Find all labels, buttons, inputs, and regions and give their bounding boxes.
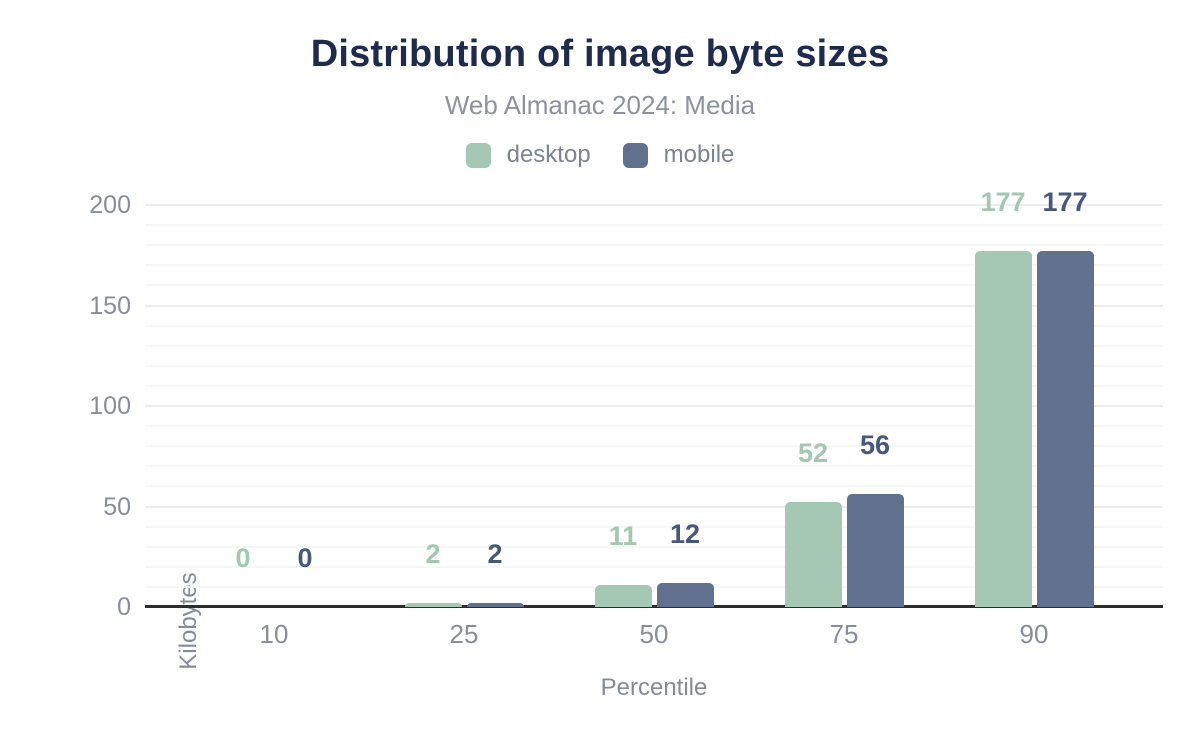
legend-label-mobile: mobile <box>663 141 735 168</box>
mobile-swatch-icon <box>622 142 648 168</box>
gridline-major <box>145 505 1163 508</box>
x-tick-label-50: 50 <box>639 619 669 649</box>
gridline-minor <box>145 224 1163 227</box>
y-tick-label: 150 <box>89 291 131 320</box>
x-axis-line <box>145 605 1163 608</box>
gridline-minor <box>145 324 1163 327</box>
y-tick-label: 0 <box>117 593 131 621</box>
value-label-mobile-10: 0 <box>297 543 313 573</box>
bar-desktop-50 <box>594 584 652 607</box>
gridline-minor <box>145 284 1163 287</box>
legend-item-mobile[interactable]: mobile <box>622 141 735 169</box>
gridline-minor <box>145 244 1163 247</box>
legend-item-desktop[interactable]: desktop <box>465 141 591 169</box>
y-tick-label: 200 <box>89 191 131 219</box>
gridline-minor <box>145 445 1163 448</box>
gridline-minor <box>145 565 1163 568</box>
bar-mobile-75 <box>846 494 904 607</box>
gridline-minor <box>145 485 1163 488</box>
bar-mobile-25 <box>466 602 524 607</box>
value-label-mobile-90: 177 <box>1042 187 1088 218</box>
x-tick-label-90: 90 <box>1019 619 1049 649</box>
gridline-minor <box>145 545 1163 548</box>
value-label-desktop-90: 177 <box>980 187 1026 218</box>
value-label-mobile-75: 56 <box>859 430 891 461</box>
gridline-minor <box>145 384 1163 387</box>
legend-label-desktop: desktop <box>506 141 591 168</box>
chart-subtitle: Web Almanac 2024: Media <box>444 90 756 120</box>
value-label-desktop-10: 0 <box>235 543 251 573</box>
bar-desktop-90 <box>974 251 1032 607</box>
bar-desktop-25 <box>404 602 462 607</box>
bar-mobile-50 <box>656 582 714 607</box>
gridline-minor <box>145 344 1163 347</box>
gridline-minor <box>145 364 1163 367</box>
gridline-minor <box>145 585 1163 588</box>
gridline-major <box>145 304 1163 307</box>
gridline-minor <box>145 525 1163 528</box>
value-label-mobile-50: 12 <box>669 518 701 549</box>
value-label-mobile-25: 2 <box>487 538 503 569</box>
chart-title: Distribution of image byte sizes <box>310 33 890 75</box>
value-label-desktop-75: 52 <box>797 438 829 469</box>
bar-desktop-75 <box>784 502 842 607</box>
gridline-major <box>145 405 1163 407</box>
desktop-swatch-icon <box>465 142 491 168</box>
gridline-minor <box>145 264 1163 267</box>
gridline-minor <box>145 465 1163 468</box>
x-tick-label-75: 75 <box>829 619 859 649</box>
bar-mobile-90 <box>1036 251 1094 607</box>
plot-area: Kilobytes 0 50 100 150 200 0 0 10 2 2 25 11 12 50 52 56… <box>89 187 1163 670</box>
value-label-desktop-50: 11 <box>608 520 638 551</box>
y-tick-label: 50 <box>103 492 131 521</box>
y-tick-label: 100 <box>89 392 131 420</box>
value-label-desktop-25: 2 <box>425 538 441 569</box>
x-tick-label-10: 10 <box>259 619 289 649</box>
x-axis-title: Percentile <box>600 674 708 701</box>
x-tick-label-25: 25 <box>449 619 479 649</box>
y-axis-title: Kilobytes <box>175 572 202 670</box>
gridline-minor <box>145 425 1163 428</box>
legend: desktop mobile <box>0 141 1200 169</box>
gridline-major <box>145 204 1163 206</box>
